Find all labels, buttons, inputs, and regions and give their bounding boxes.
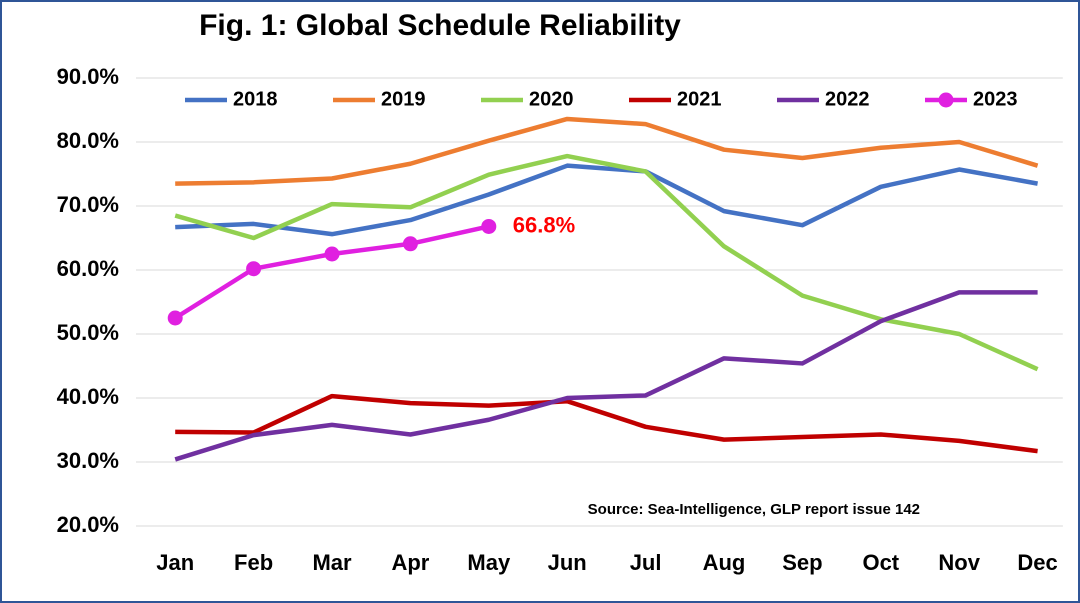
x-tick-label: Jul <box>630 550 662 575</box>
series-line <box>175 163 1038 237</box>
y-tick-label: 20.0% <box>57 512 119 537</box>
x-tick-label: Oct <box>862 550 899 575</box>
series-line <box>175 393 1038 454</box>
x-tick-label: Mar <box>312 550 352 575</box>
point-marker <box>481 218 497 234</box>
value-label: 66.8% <box>513 212 575 237</box>
legend-label: 2023 <box>973 88 1018 110</box>
x-tick-label: Aug <box>703 550 746 575</box>
x-tick-label: Jan <box>156 550 194 575</box>
y-tick-label: 50.0% <box>57 320 119 345</box>
point-marker <box>167 310 183 326</box>
series-line <box>174 153 1039 372</box>
point-marker <box>246 261 262 277</box>
x-tick-label: Dec <box>1017 550 1057 575</box>
y-tick-label: 30.0% <box>57 448 119 473</box>
y-tick-label: 60.0% <box>57 256 119 281</box>
series-line <box>174 290 1038 462</box>
y-tick-label: 90.0% <box>57 64 119 89</box>
point-marker <box>402 236 418 252</box>
y-tick-label: 70.0% <box>57 192 119 217</box>
legend-label: 2020 <box>529 88 574 110</box>
x-tick-label: May <box>467 550 511 575</box>
y-tick-label: 40.0% <box>57 384 119 409</box>
series-line <box>175 116 1039 186</box>
x-tick-label: Nov <box>938 550 980 575</box>
x-tick-label: Jun <box>548 550 587 575</box>
x-tick-label: Sep <box>782 550 822 575</box>
legend-label: 2022 <box>825 88 870 110</box>
chart-title: Fig. 1: Global Schedule Reliability <box>199 9 681 42</box>
y-tick-label: 80.0% <box>57 128 119 153</box>
x-tick-label: Feb <box>234 550 273 575</box>
point-marker <box>324 246 340 262</box>
legend-label: 2019 <box>381 88 426 110</box>
x-tick-label: Apr <box>391 550 429 575</box>
legend-label: 2018 <box>233 88 278 110</box>
legend-marker <box>938 92 954 108</box>
source-note: Source: Sea-Intelligence, GLP report iss… <box>588 501 920 518</box>
legend-label: 2021 <box>677 88 722 110</box>
